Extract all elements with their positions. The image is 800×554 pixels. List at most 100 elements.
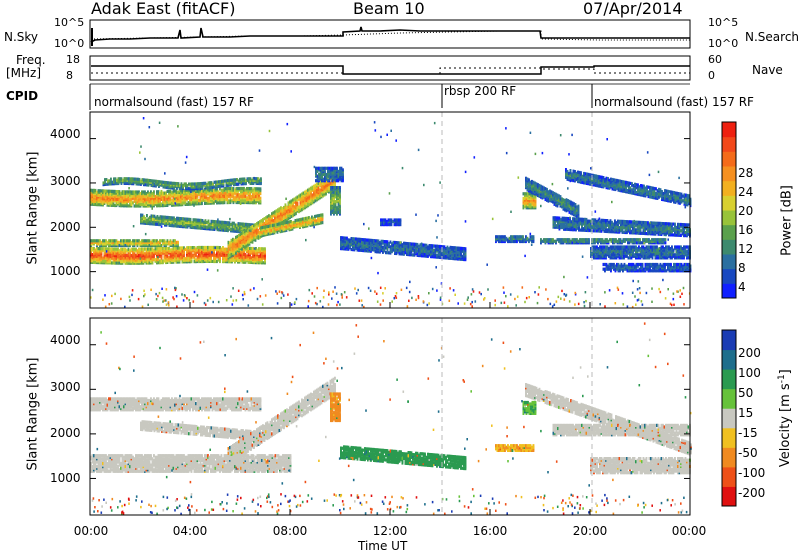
- power-cell-1542: [160, 196, 163, 200]
- power-cell-3945: [343, 242, 345, 246]
- power-cell-77: [102, 247, 104, 251]
- power-cell-2490: [156, 215, 159, 219]
- power-cell-2090: [102, 183, 105, 187]
- power-cell-3686: [320, 216, 322, 220]
- power-cell-1454: [144, 190, 146, 194]
- power-cell-243: [133, 252, 136, 256]
- power-cell-3551: [281, 229, 283, 233]
- power-cell-3108: [275, 218, 278, 222]
- power-cell-3226: [295, 212, 297, 216]
- power-cell-4198: [401, 252, 404, 256]
- power-cell-3140: [280, 209, 282, 213]
- power-cell-4238: [409, 242, 411, 246]
- power-cell-2252: [174, 183, 177, 187]
- power-cell-4666: [530, 200, 532, 204]
- power-cell-122: [111, 255, 113, 259]
- power-cell-166: [118, 249, 121, 253]
- power-cell-3788: [336, 177, 338, 181]
- power-cell-4029: [361, 241, 363, 245]
- power-cell-1771: [201, 189, 203, 193]
- power-cell-1188: [97, 200, 100, 204]
- power-cell-2599: [188, 217, 190, 221]
- power-cell-4693: [534, 200, 537, 204]
- power-cell-4565: [508, 239, 511, 244]
- power-cell-3913: [337, 186, 340, 190]
- power-cell-2544: [173, 221, 175, 225]
- power-cell-1485: [150, 195, 152, 199]
- power-cell-2731: [228, 227, 231, 231]
- power-cell-4478: [463, 248, 465, 252]
- power-cell-3487: [260, 226, 262, 230]
- power-cell-3409: [323, 184, 326, 188]
- power-cell-2292: [194, 185, 196, 189]
- power-cell-1366: [129, 204, 131, 208]
- power-cell-2105: [110, 180, 112, 184]
- power-cell-1914: [228, 194, 230, 198]
- power-cell-2719: [224, 220, 226, 225]
- power-cell-2402: [245, 180, 247, 184]
- power-cell-1005: [115, 242, 118, 246]
- power-cell-4909: [570, 200, 572, 204]
- power-cell-213: [127, 247, 130, 251]
- power-cell-1230: [105, 198, 107, 202]
- power-cell-655: [210, 249, 212, 253]
- power-cell-4341: [434, 255, 437, 259]
- power-cell-4602: [525, 238, 527, 242]
- power-cell-1750: [198, 199, 200, 203]
- power-cell-3897: [336, 187, 338, 191]
- power-cell-4276: [419, 252, 422, 256]
- power-cell-4719: [529, 190, 532, 194]
- power-cell-1573: [166, 197, 169, 201]
- power-cell-3324: [310, 194, 312, 198]
- power-cell-4257: [415, 252, 417, 256]
- power-cell-94: [105, 247, 107, 251]
- power-cell-2440: [140, 213, 142, 217]
- power-cell-397: [163, 254, 166, 258]
- power-cell-2041: [252, 201, 254, 205]
- power-cell-3269: [301, 192, 303, 196]
- power-cell-2744: [231, 221, 234, 225]
- power-cell-4374: [440, 246, 443, 250]
- power-cell-1159: [91, 188, 94, 192]
- cpid-panel: [89, 83, 690, 110]
- power-cell-1220: [102, 189, 104, 193]
- power-cell-593: [199, 250, 202, 254]
- power-cell-1568: [165, 193, 167, 197]
- power-cell-4459: [458, 246, 461, 250]
- power-cell-2960: [250, 238, 252, 242]
- nsearch-tick-top: 10^5: [708, 16, 739, 29]
- power-cell-1262: [109, 189, 112, 193]
- power-cell-1329: [121, 190, 124, 194]
- power-cell-1960: [237, 193, 239, 197]
- power-cell-3687: [320, 213, 322, 217]
- power-cell-3821: [342, 172, 344, 177]
- power-cell-3961: [346, 241, 348, 245]
- power-cell-4046: [365, 249, 368, 253]
- power-cell-4890: [565, 198, 568, 202]
- power-cell-125: [111, 247, 113, 251]
- power-cell-2558: [177, 221, 180, 225]
- power-cell-4708: [526, 180, 529, 184]
- power-cell-2500: [161, 221, 163, 225]
- power-cell-4462: [460, 253, 462, 257]
- power-cell-4057: [367, 238, 369, 242]
- power-cell-4598: [522, 235, 524, 239]
- power-cell-4648: [527, 200, 529, 204]
- power-cell-1397: [135, 201, 137, 205]
- power-cell-4140: [386, 240, 389, 244]
- power-cell-2300: [197, 182, 199, 186]
- power-cell-845: [246, 246, 248, 250]
- power-cell-862: [249, 246, 251, 250]
- power-cell-1650: [180, 198, 182, 202]
- power-cell-563: [193, 250, 196, 254]
- power-cell-2142: [126, 177, 129, 181]
- power-cell-1941: [232, 186, 235, 191]
- power-cell-3711: [318, 166, 320, 170]
- power-cell-1778: [202, 189, 205, 193]
- power-cell-936: [262, 247, 265, 251]
- power-cell-3692: [321, 213, 324, 217]
- power-cell-2475: [152, 214, 154, 218]
- power-cell-2866: [233, 238, 236, 242]
- power-cell-4110: [379, 241, 381, 245]
- power-cell-3808: [339, 166, 341, 170]
